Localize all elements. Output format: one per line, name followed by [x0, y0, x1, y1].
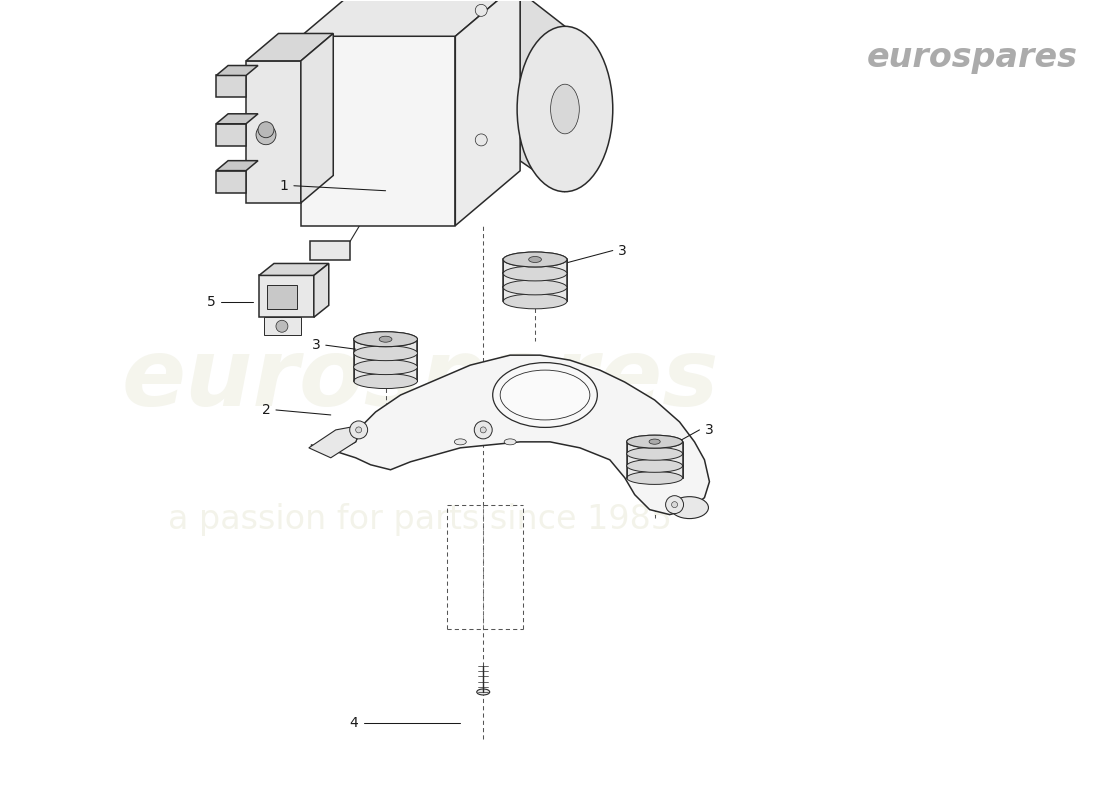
Polygon shape — [246, 34, 333, 61]
Ellipse shape — [500, 370, 590, 420]
Polygon shape — [503, 287, 566, 302]
Ellipse shape — [671, 497, 708, 518]
Ellipse shape — [503, 294, 566, 309]
Circle shape — [672, 502, 678, 508]
Polygon shape — [627, 466, 682, 478]
Circle shape — [666, 496, 683, 514]
Ellipse shape — [551, 84, 580, 134]
Polygon shape — [267, 286, 297, 310]
Ellipse shape — [354, 332, 418, 346]
Ellipse shape — [627, 435, 682, 448]
Polygon shape — [520, 0, 565, 192]
Ellipse shape — [504, 439, 516, 445]
Circle shape — [350, 421, 367, 439]
Circle shape — [256, 125, 276, 145]
Text: a passion for parts since 1985: a passion for parts since 1985 — [168, 503, 672, 536]
Text: 5: 5 — [207, 295, 216, 310]
Circle shape — [276, 320, 288, 332]
Polygon shape — [246, 61, 301, 203]
Circle shape — [475, 4, 487, 16]
Circle shape — [475, 134, 487, 146]
Ellipse shape — [454, 439, 466, 445]
Ellipse shape — [503, 252, 566, 267]
Polygon shape — [301, 0, 520, 36]
Text: 3: 3 — [311, 338, 320, 352]
Text: 2: 2 — [262, 403, 271, 417]
Ellipse shape — [627, 447, 682, 460]
Polygon shape — [301, 36, 455, 226]
Polygon shape — [310, 241, 350, 261]
Polygon shape — [301, 34, 333, 203]
Circle shape — [355, 427, 362, 433]
Polygon shape — [258, 275, 314, 318]
Ellipse shape — [354, 332, 418, 346]
Polygon shape — [264, 318, 301, 335]
Text: 4: 4 — [350, 716, 359, 730]
Polygon shape — [217, 75, 246, 98]
Polygon shape — [217, 114, 258, 124]
Ellipse shape — [517, 26, 613, 192]
Polygon shape — [354, 367, 418, 381]
Text: eurospares: eurospares — [122, 334, 719, 426]
Polygon shape — [311, 355, 710, 514]
Polygon shape — [258, 263, 329, 275]
Polygon shape — [627, 442, 682, 454]
Polygon shape — [354, 339, 418, 353]
Polygon shape — [217, 124, 246, 146]
Polygon shape — [455, 0, 520, 226]
Ellipse shape — [649, 439, 660, 444]
Ellipse shape — [627, 471, 682, 485]
Polygon shape — [354, 353, 418, 367]
Polygon shape — [503, 274, 566, 287]
Polygon shape — [627, 454, 682, 466]
Ellipse shape — [503, 280, 566, 295]
Text: 3: 3 — [705, 423, 714, 437]
Ellipse shape — [493, 362, 597, 427]
Polygon shape — [217, 170, 246, 193]
Ellipse shape — [354, 374, 418, 389]
Ellipse shape — [627, 435, 682, 448]
Ellipse shape — [627, 459, 682, 472]
Ellipse shape — [476, 689, 490, 695]
Ellipse shape — [354, 360, 418, 374]
Polygon shape — [309, 425, 363, 458]
Ellipse shape — [503, 252, 566, 267]
Polygon shape — [314, 263, 329, 318]
Circle shape — [258, 122, 274, 138]
Polygon shape — [503, 259, 566, 274]
Ellipse shape — [503, 266, 566, 281]
Circle shape — [474, 421, 492, 439]
Ellipse shape — [379, 336, 392, 342]
Circle shape — [481, 427, 486, 433]
Text: eurospares: eurospares — [867, 42, 1078, 74]
Text: 1: 1 — [279, 178, 288, 193]
Polygon shape — [217, 161, 258, 170]
Text: 3: 3 — [618, 243, 627, 258]
Ellipse shape — [529, 257, 541, 262]
Ellipse shape — [354, 346, 418, 361]
Polygon shape — [217, 66, 258, 75]
